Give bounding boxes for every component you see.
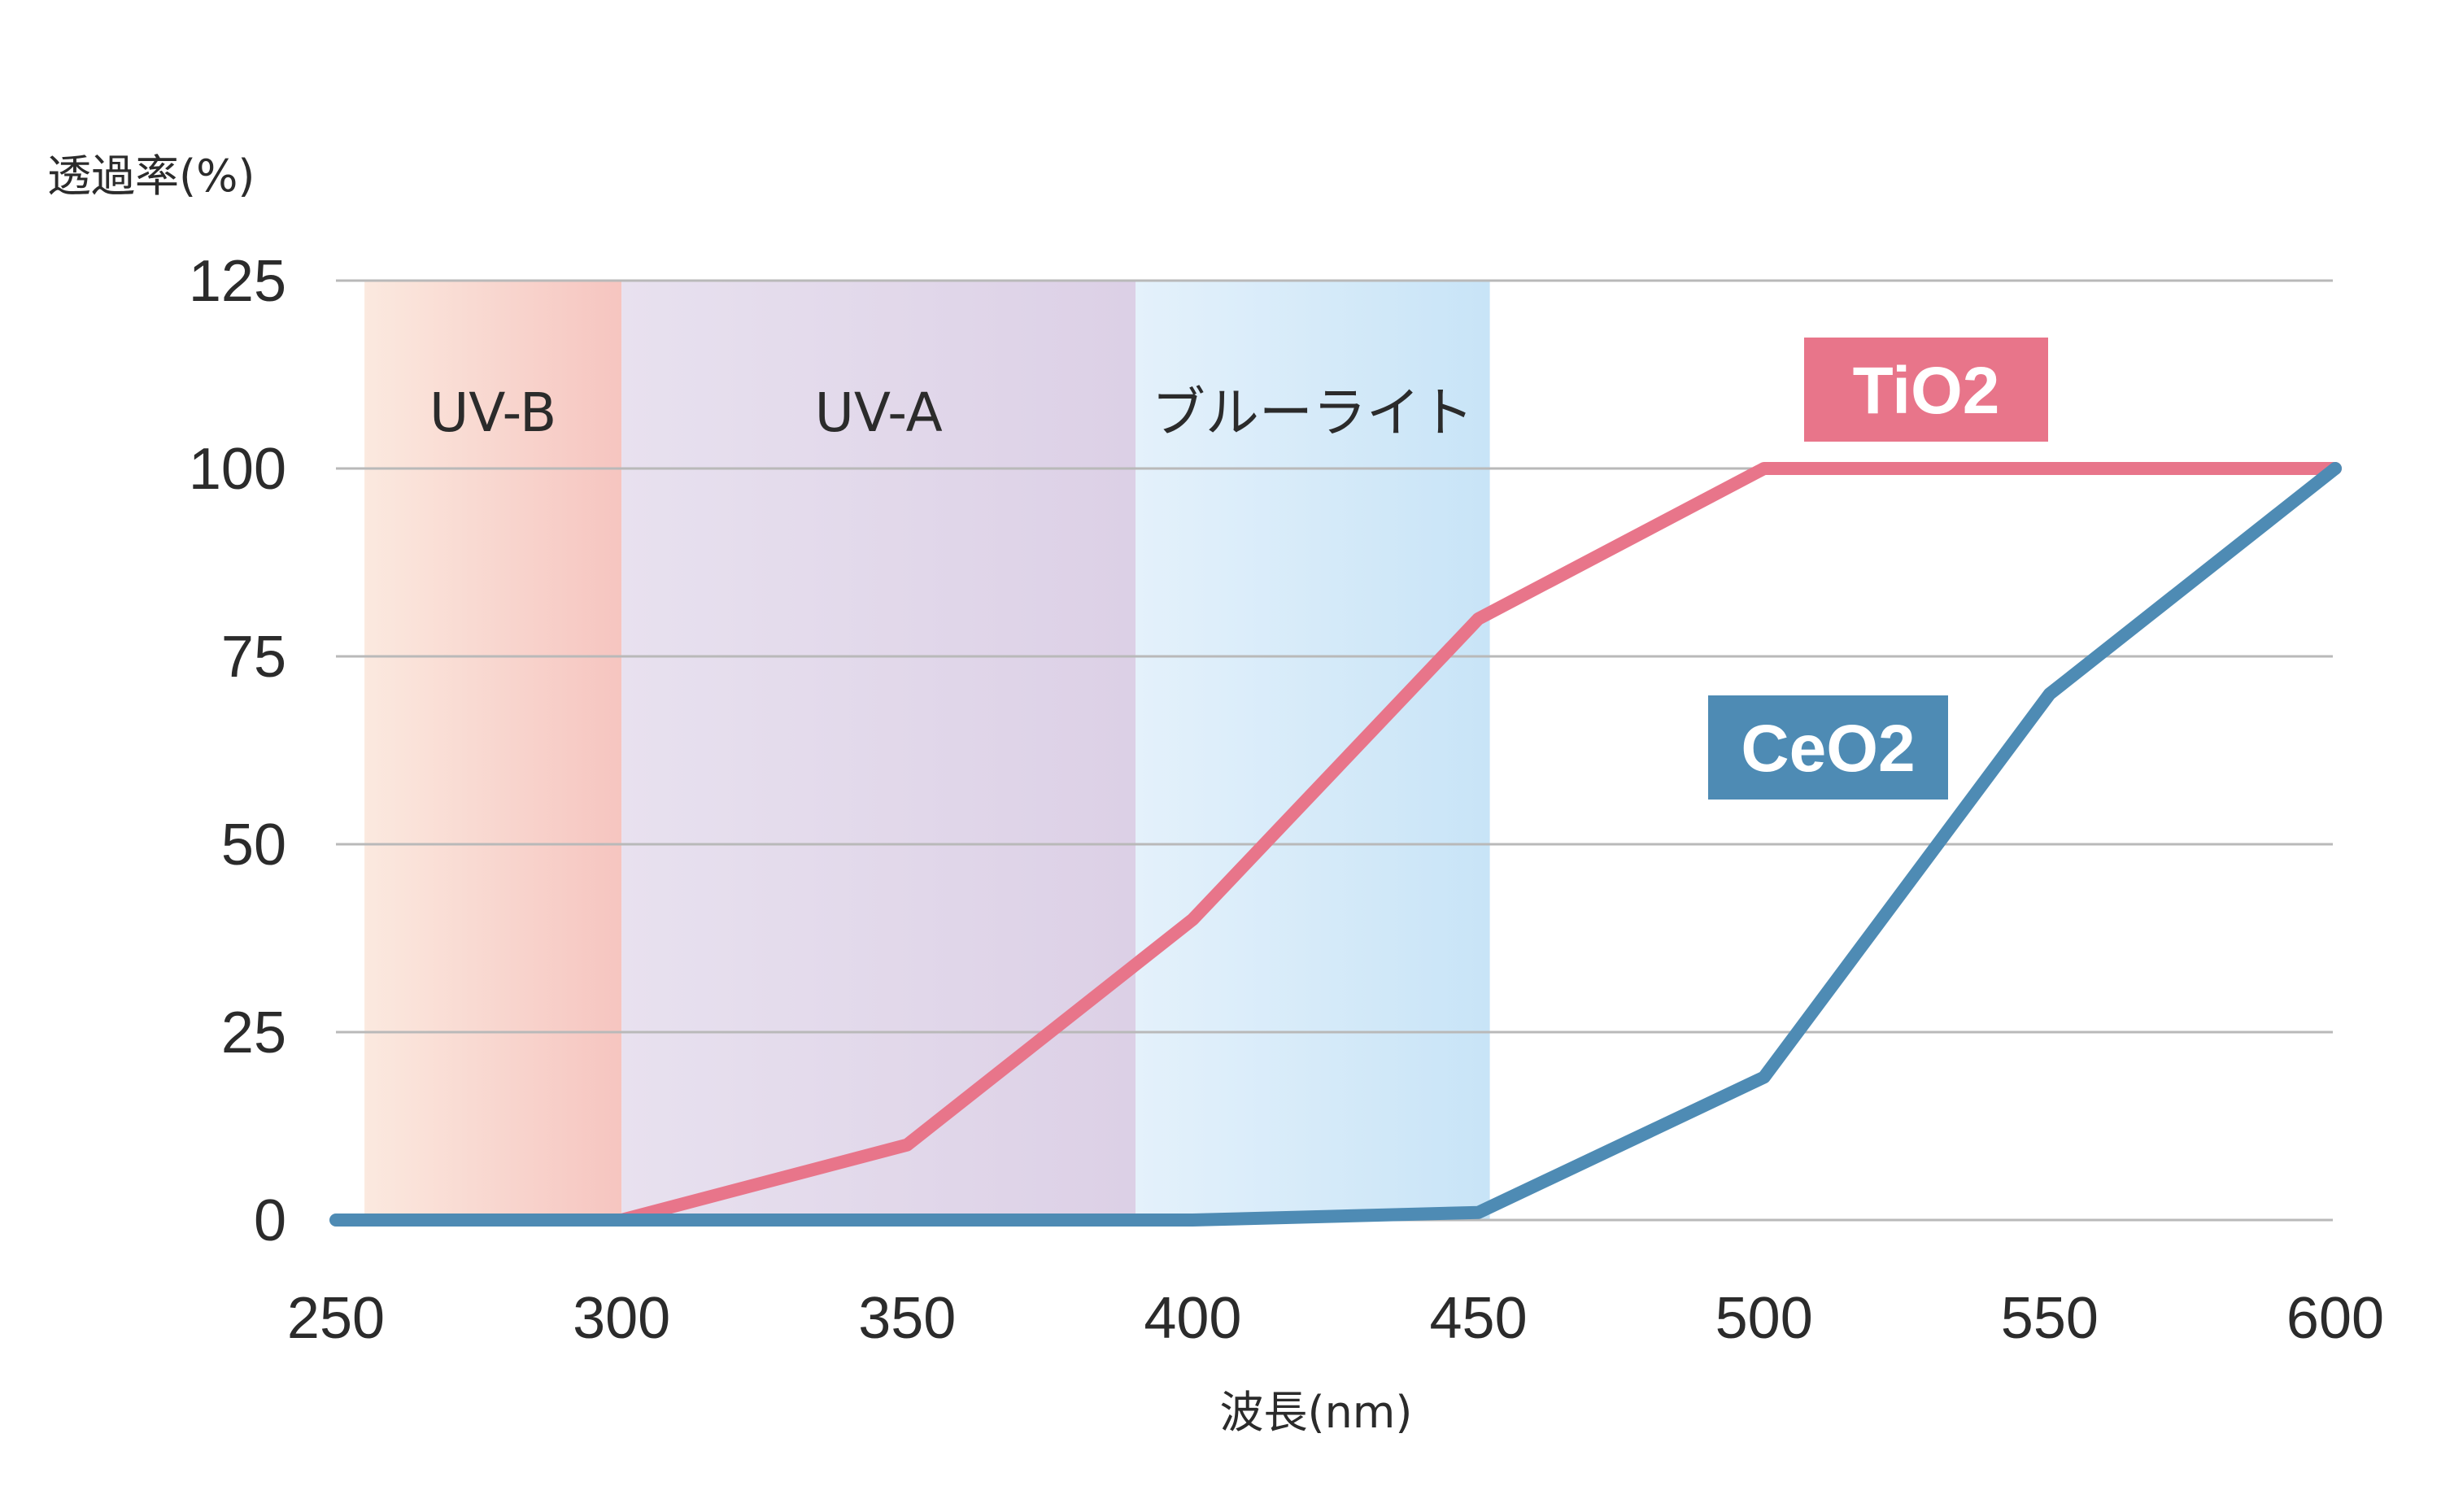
band-0 — [364, 281, 622, 1220]
legend-label: CeO2 — [1741, 712, 1915, 786]
series-legend: TiO2 CeO2 — [1708, 338, 2048, 800]
legend-item-ceo2: CeO2 — [1708, 695, 1948, 800]
x-tick-label: 600 — [2286, 1286, 2384, 1351]
band-label: UV-A — [815, 381, 943, 444]
y-axis-title: 透過率(%) — [47, 150, 255, 202]
legend-label: TiO2 — [1853, 354, 2000, 428]
x-tick-label: 400 — [1144, 1286, 1241, 1351]
band-1 — [621, 281, 1136, 1220]
x-tick-label: 500 — [1715, 1286, 1813, 1351]
series-line-tio2 — [615, 462, 2342, 1227]
y-tick-label: 100 — [189, 437, 286, 502]
y-tick-label: 0 — [254, 1188, 286, 1253]
y-tick-label: 75 — [221, 625, 286, 690]
x-axis-title: 波長(nm) — [1220, 1387, 1413, 1438]
legend-item-tio2: TiO2 — [1804, 338, 2048, 442]
band-label: ブルーライト — [1152, 381, 1474, 444]
axis-ticks: 0 25 50 75 100 125 250 300 350 400 450 500 550 600 — [189, 249, 2384, 1351]
x-tick-label: 350 — [858, 1286, 956, 1351]
x-tick-label: 250 — [287, 1286, 385, 1351]
series-lines — [329, 462, 2342, 1227]
band-2 — [1136, 281, 1490, 1220]
wavelength-bands — [364, 281, 1490, 1220]
x-tick-label: 450 — [1430, 1286, 1528, 1351]
band-label: UV-B — [429, 381, 556, 444]
series-line-ceo2 — [329, 462, 2342, 1227]
band-labels: UV-B UV-A ブルーライト — [429, 381, 1474, 444]
y-tick-label: 125 — [189, 249, 286, 314]
y-tick-label: 25 — [221, 1000, 286, 1065]
y-tick-label: 50 — [221, 813, 286, 878]
x-tick-label: 550 — [2001, 1286, 2099, 1351]
x-tick-label: 300 — [573, 1286, 670, 1351]
